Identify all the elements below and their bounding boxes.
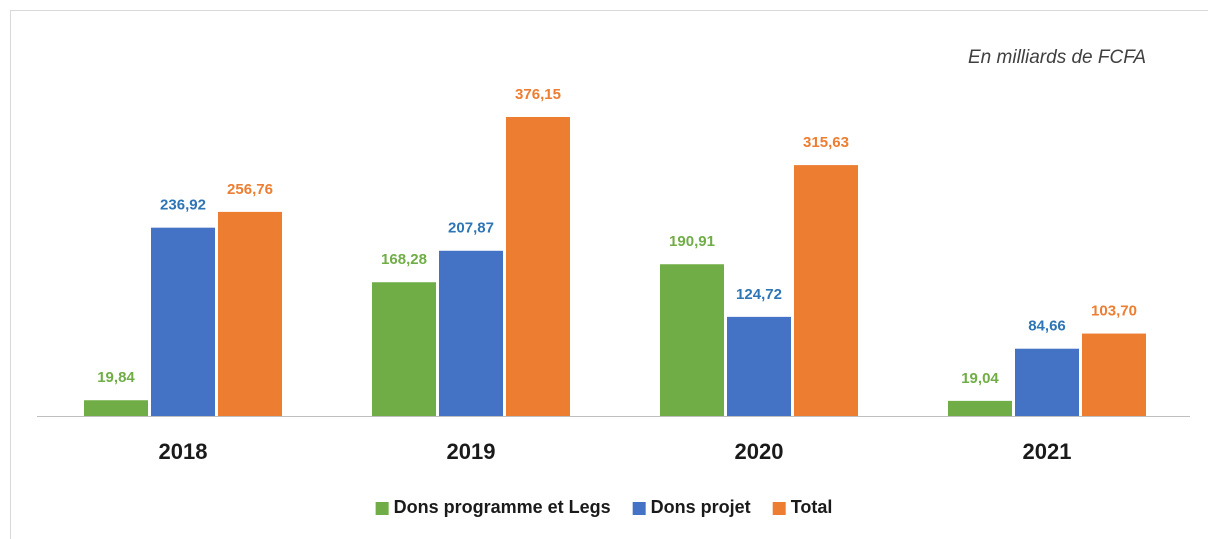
x-tick-label: 2020: [735, 439, 784, 464]
bar: [372, 282, 436, 416]
legend-label: Dons projet: [651, 497, 751, 517]
bar: [1082, 333, 1146, 416]
x-tick-label: 2019: [447, 439, 496, 464]
value-label: 207,87: [448, 220, 494, 237]
bar: [218, 211, 282, 416]
value-label: 19,04: [961, 370, 999, 387]
value-label: 168,28: [381, 251, 427, 268]
bar: [727, 316, 791, 416]
bar: [948, 400, 1012, 416]
value-label: 256,76: [227, 181, 273, 198]
value-label: 236,92: [160, 197, 206, 214]
bar: [439, 250, 503, 416]
value-label: 103,70: [1091, 303, 1137, 320]
legend-label: Dons programme et Legs: [394, 497, 611, 517]
x-tick-label: 2018: [159, 439, 208, 464]
bar: [151, 227, 215, 416]
legend-label: Total: [791, 497, 833, 517]
bar: [1015, 348, 1079, 416]
value-label: 190,91: [669, 233, 715, 250]
bar: [794, 165, 858, 416]
legend-swatch: [772, 502, 786, 515]
bar: [506, 117, 570, 416]
value-label: 19,84: [97, 369, 135, 386]
bar: [660, 264, 724, 416]
legend-swatch: [375, 502, 389, 515]
value-label: 124,72: [736, 286, 782, 303]
value-label: 84,66: [1028, 318, 1066, 335]
legend-swatch: [632, 502, 646, 515]
value-label: 376,15: [515, 86, 561, 103]
x-tick-label: 2021: [1023, 439, 1072, 464]
bar: [84, 400, 148, 416]
chart-subtitle: En milliards de FCFA: [968, 47, 1146, 68]
value-label: 315,63: [803, 134, 849, 151]
